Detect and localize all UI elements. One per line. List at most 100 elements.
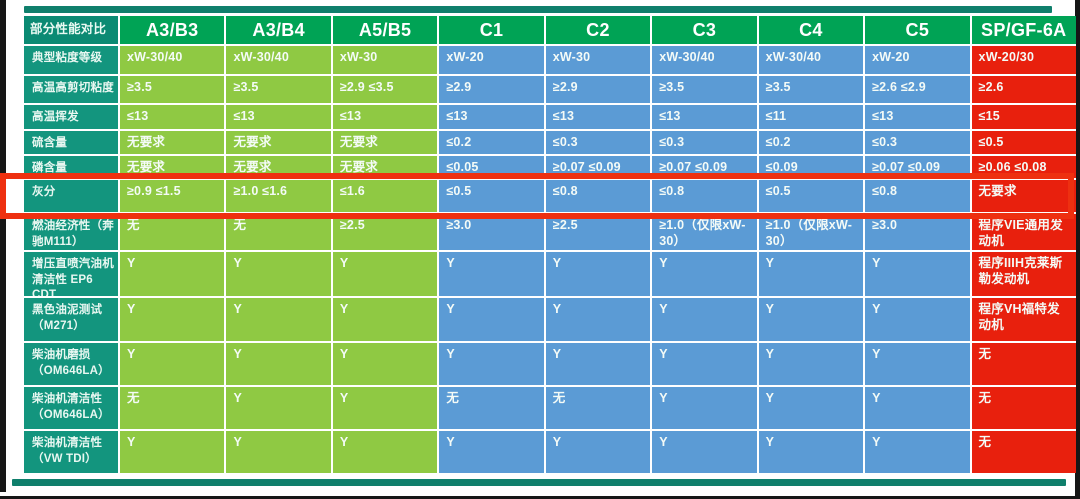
table-cell: 无 xyxy=(545,387,651,429)
table-cell: 程序VIE通用发动机 xyxy=(971,214,1076,250)
table-cell: xW-30/40 xyxy=(226,46,331,74)
table-cell: Y xyxy=(758,387,864,429)
table-cell: 无 xyxy=(971,431,1076,473)
table-cell: ≥3.5 xyxy=(758,76,864,103)
row-label: 柴油机清洁性（VW TDI） xyxy=(24,431,118,473)
table-cell: Y xyxy=(545,343,651,385)
table-cell: 无要求 xyxy=(226,156,331,178)
table-cell: ≤0.8 xyxy=(652,180,757,212)
table-cell: ≥0.07 ≤0.09 xyxy=(652,156,757,178)
comparison-table: 部分性能对比 A3/B3 A3/B4 A5/B5 C1 C2 C3 C4 C5 SP/GF-6A… xyxy=(24,16,1076,473)
table-cell: Y xyxy=(332,343,438,385)
table-cell: ≥2.5 xyxy=(545,214,651,250)
table-cell: 无要求 xyxy=(971,180,1076,212)
table-cell: ≤0.5 xyxy=(971,131,1076,154)
table-cell: Y xyxy=(758,343,864,385)
table-cell: ≤11 xyxy=(758,105,864,129)
table-cell: Y xyxy=(545,252,651,296)
table-cell: Y xyxy=(332,298,438,341)
table-cell: xW-30/40 xyxy=(120,46,225,74)
table-cell: ≤0.3 xyxy=(545,131,651,154)
table-cell: ≥0.06 ≤0.08 xyxy=(971,156,1076,178)
table-cell: Y xyxy=(332,431,438,473)
table-cell: xW-20/30 xyxy=(971,46,1076,74)
table-cell: 无 xyxy=(226,214,331,250)
table-cell: ≤13 xyxy=(545,105,651,129)
table-cell: ≤13 xyxy=(120,105,225,129)
table-cell: 程序IIIH克莱斯勒发动机 xyxy=(971,252,1076,296)
table-cell: Y xyxy=(758,298,864,341)
table-cell: ≥0.9 ≤1.5 xyxy=(120,180,225,212)
table-cell: ≤0.09 xyxy=(758,156,864,178)
column-header-c2: C2 xyxy=(545,16,651,44)
row-label: 柴油机清洁性（OM646LA） xyxy=(24,387,118,429)
table-cell: ≤1.6 xyxy=(332,180,438,212)
table-cell: Y xyxy=(758,431,864,473)
row-label: 高温挥发 xyxy=(24,105,118,129)
table-cell: ≥3.5 xyxy=(120,76,225,103)
table-cell: ≥2.6 ≤2.9 xyxy=(865,76,970,103)
table-cell: ≥1.0（仅限xW-30） xyxy=(758,214,864,250)
table-cell: ≤0.8 xyxy=(545,180,651,212)
table-cell: 无要求 xyxy=(332,131,438,154)
table-cell: 无要求 xyxy=(332,156,438,178)
table-cell: 无要求 xyxy=(120,156,225,178)
table-cell: ≤0.3 xyxy=(865,131,970,154)
table-cell: ≥3.0 xyxy=(865,214,970,250)
row-label: 磷含量 xyxy=(24,156,118,178)
table-cell: ≥0.07 ≤0.09 xyxy=(545,156,651,178)
table-cell: 无 xyxy=(439,387,544,429)
table-cell: Y xyxy=(439,298,544,341)
table-cell: xW-20 xyxy=(865,46,970,74)
table-cell: ≥3.5 xyxy=(226,76,331,103)
column-header-c3: C3 xyxy=(652,16,757,44)
top-divider-bar xyxy=(24,6,1052,13)
table-cell: ≥3.5 xyxy=(652,76,757,103)
table-cell: xW-30/40 xyxy=(652,46,757,74)
table-cell: ≥0.07 ≤0.09 xyxy=(865,156,970,178)
table-cell: Y xyxy=(226,387,331,429)
row-label: 灰分 xyxy=(24,180,118,212)
table-cell: Y xyxy=(332,387,438,429)
table-cell: ≤13 xyxy=(226,105,331,129)
table-cell: xW-30 xyxy=(545,46,651,74)
table-cell: ≤0.05 xyxy=(439,156,544,178)
column-header-a5-b5: A5/B5 xyxy=(332,16,438,44)
screen-edge-left xyxy=(0,0,6,492)
screen-edge-right xyxy=(1075,0,1080,499)
table-cell: ≥2.9 ≤3.5 xyxy=(332,76,438,103)
bottom-divider-bar xyxy=(12,479,1066,486)
row-label: 黑色油泥测试（M271） xyxy=(24,298,118,341)
table-cell: ≥2.9 xyxy=(545,76,651,103)
table-cell: ≥1.0 ≤1.6 xyxy=(226,180,331,212)
row-label: 硫含量 xyxy=(24,131,118,154)
table-cell: 无 xyxy=(971,387,1076,429)
table-cell: ≤0.8 xyxy=(865,180,970,212)
table-cell: Y xyxy=(865,252,970,296)
table-cell: ≥3.0 xyxy=(439,214,544,250)
table-cell: ≤0.5 xyxy=(439,180,544,212)
table-cell: 无 xyxy=(120,387,225,429)
table-cell: ≤13 xyxy=(332,105,438,129)
table-cell: ≤15 xyxy=(971,105,1076,129)
table-cell: Y xyxy=(226,252,331,296)
table-cell: xW-30/40 xyxy=(758,46,864,74)
table-cell: Y xyxy=(120,252,225,296)
table-cell: Y xyxy=(439,431,544,473)
row-label: 燃油经济性（奔驰M111） xyxy=(24,214,118,250)
table-cell: Y xyxy=(545,298,651,341)
column-header-a3-b4: A3/B4 xyxy=(226,16,331,44)
table-cell: Y xyxy=(652,298,757,341)
table-cell: 无 xyxy=(120,214,225,250)
row-label: 增压直喷汽油机清洁性 EP6 CDT xyxy=(24,252,118,296)
table-cell: Y xyxy=(120,298,225,341)
table-cell: 无 xyxy=(971,343,1076,385)
table-cell: ≥2.5 xyxy=(332,214,438,250)
table-cell: Y xyxy=(865,298,970,341)
table-cell: Y xyxy=(865,431,970,473)
table-cell: 程序VH福特发动机 xyxy=(971,298,1076,341)
table-cell: Y xyxy=(332,252,438,296)
table-cell: Y xyxy=(120,343,225,385)
table-cell: Y xyxy=(758,252,864,296)
